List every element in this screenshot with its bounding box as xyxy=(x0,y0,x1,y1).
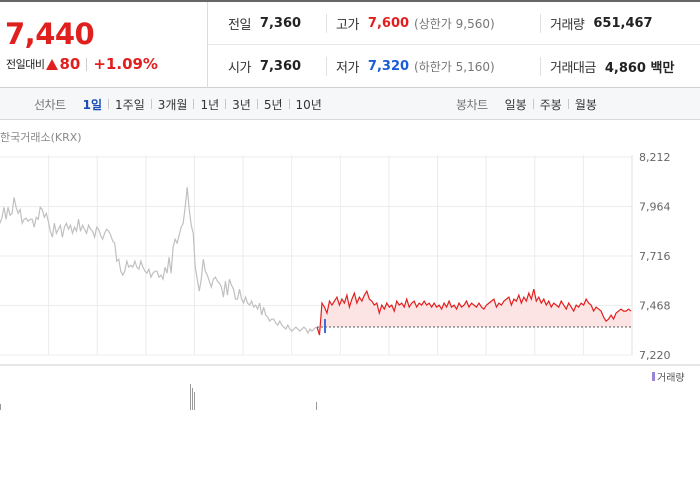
y-tick-label: 7,468 xyxy=(639,300,671,313)
tab-3-year[interactable]: 3년 xyxy=(232,97,251,112)
divider xyxy=(288,99,290,109)
tab-monthly-candle[interactable]: 월봉 xyxy=(574,97,597,112)
divider xyxy=(326,14,327,33)
stat-label: 거래대금 xyxy=(550,61,596,76)
stats-row-1: 전일 7,360 고가 7,600 (상한가 9,560) 거래량 651,46… xyxy=(208,2,700,45)
candle-chart-tabs: 봉차트 일봉 주봉 월봉 xyxy=(456,88,603,120)
price-chart: 8,212 7,964 7,716 7,468 7,220 한국거래소(KRX) 거래량 xyxy=(0,121,700,411)
stat-value: 7,360 xyxy=(259,16,302,31)
divider xyxy=(108,99,110,109)
today-price-area xyxy=(317,289,631,336)
tab-daily-candle[interactable]: 일봉 xyxy=(504,97,527,112)
stat-value: 7,320 xyxy=(367,59,410,74)
y-tick-label: 7,220 xyxy=(639,349,671,362)
chart-period-tabs: 선차트 1일 1주일 3개월 1년 3년 5년 10년 봉차트 일봉 주봉 월봉 xyxy=(0,88,700,120)
change-row: 전일대비 80 +1.09% xyxy=(6,54,158,74)
price-chart-svg: 8,212 7,964 7,716 7,468 7,220 한국거래소(KRX) 거래량 xyxy=(0,131,700,410)
tab-3-month[interactable]: 3개월 xyxy=(157,97,188,112)
divider xyxy=(225,99,227,109)
stat-value: 7,360 xyxy=(259,59,302,74)
divider xyxy=(540,57,541,76)
stat-value: 651,467 xyxy=(593,16,653,31)
volume-bar xyxy=(190,384,191,410)
y-tick-label: 7,964 xyxy=(639,201,671,214)
tab-5-year[interactable]: 5년 xyxy=(263,97,283,112)
stat-value: 4,860 백만 xyxy=(604,61,675,76)
change-label: 전일대비 xyxy=(6,58,45,71)
divider xyxy=(256,99,258,109)
divider xyxy=(150,99,152,109)
candle-chart-label: 봉차트 xyxy=(456,97,488,112)
y-tick-label: 7,716 xyxy=(639,250,671,263)
source-label: 한국거래소(KRX) xyxy=(0,131,82,144)
tab-10-year[interactable]: 10년 xyxy=(295,97,322,112)
price-box: 7,440 전일대비 80 +1.09% xyxy=(0,2,208,88)
volume-legend-icon xyxy=(652,372,655,381)
previous-price-line xyxy=(0,187,317,335)
stat-label: 거래량 xyxy=(550,18,585,33)
tab-1-day[interactable]: 1일 xyxy=(82,97,103,112)
stat-prev-close: 전일 7,360 xyxy=(228,2,301,45)
volume-bar xyxy=(194,392,195,410)
stat-sub: (상한가 9,560) xyxy=(414,17,495,31)
divider xyxy=(86,57,88,71)
stats-row-2: 시가 7,360 저가 7,320 (하한가 5,160) 거래대금 4,860… xyxy=(208,45,700,88)
stat-sub: (하한가 5,160) xyxy=(414,60,495,74)
divider xyxy=(532,99,534,109)
divider xyxy=(540,14,541,33)
volume-bar xyxy=(192,388,193,410)
volume-bar xyxy=(316,402,317,410)
y-tick-label: 8,212 xyxy=(639,151,671,164)
stat-label: 고가 xyxy=(336,18,359,33)
stat-open: 시가 7,360 xyxy=(228,45,301,88)
price-summary: 7,440 전일대비 80 +1.09% 전일 7,360 고가 7,600 (… xyxy=(0,0,700,88)
today-price-line xyxy=(316,288,632,336)
divider xyxy=(326,57,327,76)
stat-high: 고가 7,600 (상한가 9,560) xyxy=(326,2,495,45)
tab-1-week[interactable]: 1주일 xyxy=(115,97,145,112)
tab-1-year[interactable]: 1년 xyxy=(200,97,220,112)
divider xyxy=(567,99,569,109)
stats-table: 전일 7,360 고가 7,600 (상한가 9,560) 거래량 651,46… xyxy=(208,2,700,88)
current-price: 7,440 xyxy=(5,17,95,51)
stat-label: 시가 xyxy=(228,61,251,76)
change-amount: 80 xyxy=(59,55,81,73)
line-chart-tabs: 선차트 1일 1주일 3개월 1년 3년 5년 10년 xyxy=(34,88,328,120)
change-percent: +1.09% xyxy=(93,55,158,73)
stat-label: 전일 xyxy=(228,18,251,33)
divider xyxy=(193,99,195,109)
tab-weekly-candle[interactable]: 주봉 xyxy=(539,97,562,112)
stat-trade-value: 거래대금 4,860 백만 xyxy=(540,45,674,88)
stat-label: 저가 xyxy=(336,61,359,76)
stat-volume: 거래량 651,467 xyxy=(540,2,653,45)
up-triangle-icon xyxy=(46,58,59,70)
stat-low: 저가 7,320 (하한가 5,160) xyxy=(326,45,495,88)
stat-value: 7,600 xyxy=(367,16,410,31)
volume-bar xyxy=(0,404,1,410)
volume-legend-label: 거래량 xyxy=(657,372,685,384)
line-chart-label: 선차트 xyxy=(34,97,66,112)
